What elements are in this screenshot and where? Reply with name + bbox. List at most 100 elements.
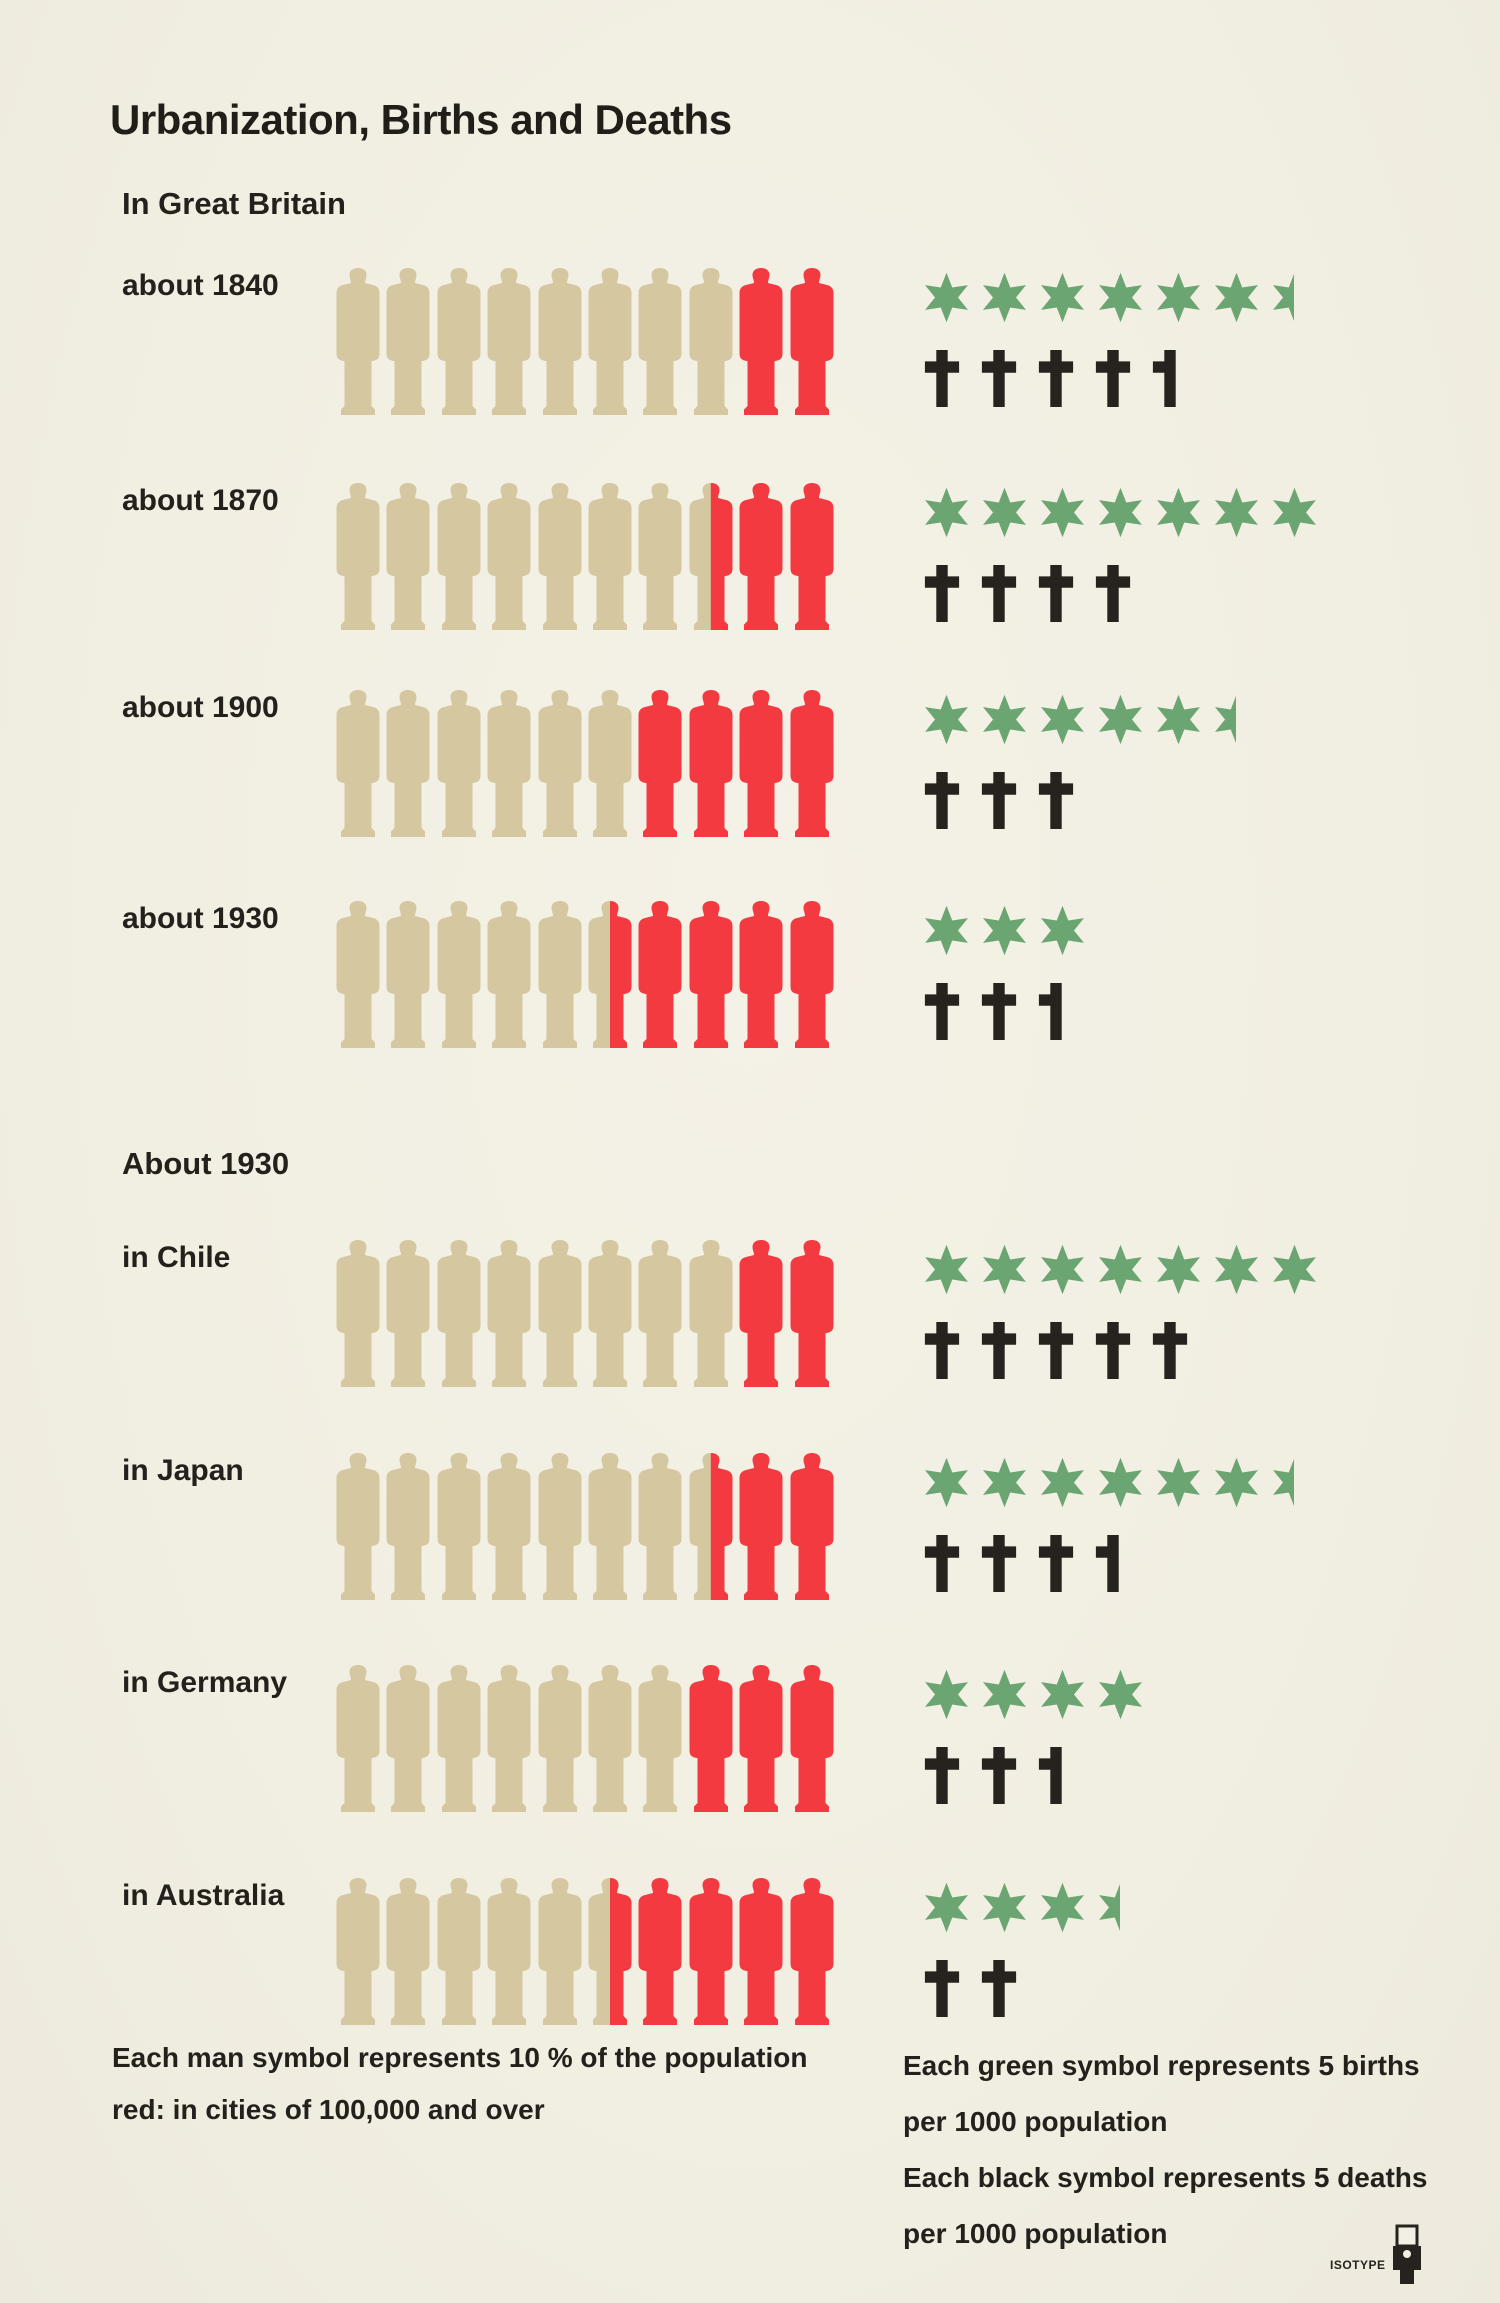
legend-men-line1: Each man symbol represents 10 % of the p…	[112, 2042, 808, 2073]
row-label-about-1900: about 1900	[122, 691, 279, 724]
man-icon-rural	[537, 482, 583, 632]
death-cross-icon	[1094, 348, 1132, 409]
population-row-in-japan: in Japan	[0, 1450, 1500, 1615]
birth-star-icon	[978, 693, 1031, 746]
section-heading-great-britain: In Great Britain	[122, 186, 346, 221]
death-cross-icon	[923, 770, 961, 831]
man-icon-rural	[436, 900, 482, 1050]
legend-deaths-line1: Each black symbol represents 5 deaths	[903, 2162, 1428, 2193]
man-icon-rural	[486, 1452, 532, 1602]
page-title: Urbanization, Births and Deaths	[110, 96, 732, 143]
birth-star-icon	[920, 904, 973, 957]
death-cross-icon	[980, 563, 1018, 624]
man-icon-rural	[537, 1452, 583, 1602]
man-icon-half-rural-half-urban	[587, 1877, 633, 2027]
row-label-about-1870: about 1870	[122, 484, 279, 517]
man-icon-rural	[537, 1239, 583, 1389]
man-icon-rural	[587, 1239, 633, 1389]
birth-star-icon	[1210, 271, 1263, 324]
man-icon-urban	[688, 1877, 734, 2027]
isotype-stamp-icon	[1392, 2224, 1421, 2284]
row-label-in-chile: in Chile	[122, 1241, 231, 1274]
man-icon-urban	[637, 1877, 683, 2027]
man-icon-rural	[486, 1664, 532, 1814]
death-cross-half-icon	[1037, 981, 1075, 1042]
death-cross-icon	[923, 1533, 961, 1594]
man-icon-rural	[385, 1877, 431, 2027]
man-icon-rural	[486, 482, 532, 632]
man-icon-rural	[436, 689, 482, 839]
death-cross-half-icon	[1094, 1533, 1132, 1594]
man-icon-rural	[587, 1664, 633, 1814]
row-label-about-1840: about 1840	[122, 269, 279, 302]
legend-men-line2: red: in cities of 100,000 and over	[112, 2094, 545, 2125]
man-icon-rural	[385, 1452, 431, 1602]
man-icon-rural	[486, 267, 532, 417]
death-cross-icon	[1037, 1320, 1075, 1381]
birth-star-icon	[920, 1881, 973, 1934]
man-icon-rural	[537, 900, 583, 1050]
man-icon-rural	[385, 900, 431, 1050]
man-icon-rural	[385, 482, 431, 632]
birth-star-icon	[1094, 271, 1147, 324]
man-icon-rural	[587, 689, 633, 839]
man-icon-urban	[637, 689, 683, 839]
death-cross-icon	[980, 1745, 1018, 1806]
birth-star-icon	[1268, 486, 1321, 539]
man-icon-rural	[335, 1452, 381, 1602]
birth-star-icon	[1036, 1456, 1089, 1509]
legend-deaths-line2: per 1000 population	[903, 2218, 1168, 2249]
population-row-about-1870: about 1870	[0, 480, 1500, 645]
death-cross-icon	[980, 770, 1018, 831]
birth-star-icon	[1036, 486, 1089, 539]
death-cross-icon	[1037, 563, 1075, 624]
man-icon-rural	[335, 1664, 381, 1814]
man-icon-rural	[335, 900, 381, 1050]
death-cross-icon	[980, 348, 1018, 409]
birth-star-icon	[1268, 1243, 1321, 1296]
man-icon-rural	[335, 689, 381, 839]
birth-star-icon	[1152, 1243, 1205, 1296]
man-icon-rural	[436, 1664, 482, 1814]
death-cross-icon	[923, 563, 961, 624]
man-icon-half-rural-half-urban	[688, 482, 734, 632]
death-cross-icon	[923, 1320, 961, 1381]
birth-star-icon	[1036, 1668, 1089, 1721]
birth-star-icon	[920, 693, 973, 746]
row-label-about-1930: about 1930	[122, 902, 279, 935]
death-cross-icon	[1151, 1320, 1189, 1381]
man-icon-rural	[637, 482, 683, 632]
man-icon-half-rural-half-urban	[688, 1452, 734, 1602]
birth-star-half-icon	[1094, 1881, 1120, 1934]
man-icon-rural	[335, 482, 381, 632]
birth-star-icon	[1152, 271, 1205, 324]
man-icon-urban	[738, 1452, 784, 1602]
man-icon-rural	[385, 689, 431, 839]
birth-star-icon	[1094, 693, 1147, 746]
man-icon-rural	[436, 482, 482, 632]
man-icon-urban	[738, 267, 784, 417]
man-icon-rural	[587, 267, 633, 417]
man-icon-rural	[486, 1239, 532, 1389]
man-icon-rural	[335, 1239, 381, 1389]
birth-star-icon	[978, 1668, 1031, 1721]
death-cross-icon	[980, 1958, 1018, 2019]
birth-star-icon	[1152, 1456, 1205, 1509]
population-row-in-germany: in Germany	[0, 1662, 1500, 1827]
man-icon-rural	[587, 1452, 633, 1602]
man-icon-rural	[486, 1877, 532, 2027]
birth-star-icon	[1152, 486, 1205, 539]
death-cross-icon	[923, 348, 961, 409]
death-cross-icon	[1094, 563, 1132, 624]
birth-star-icon	[978, 1243, 1031, 1296]
man-icon-urban	[738, 900, 784, 1050]
birth-star-half-icon	[1268, 271, 1294, 324]
row-label-in-australia: in Australia	[122, 1879, 285, 1912]
death-cross-icon	[1094, 1320, 1132, 1381]
man-icon-rural	[587, 482, 633, 632]
death-cross-icon	[980, 1320, 1018, 1381]
man-icon-urban	[789, 482, 835, 632]
legend-men: Each man symbol represents 10 % of the p…	[112, 2032, 808, 2136]
birth-star-icon	[1094, 1456, 1147, 1509]
